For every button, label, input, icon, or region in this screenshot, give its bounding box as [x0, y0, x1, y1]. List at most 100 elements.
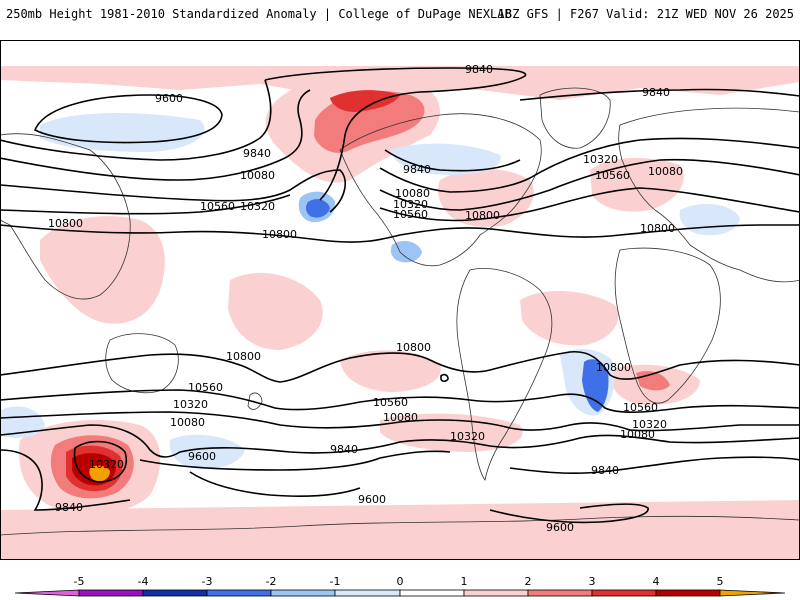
colorbar-tick-label: -3 [202, 575, 213, 588]
colorbar-tick-label: 0 [397, 575, 404, 588]
contour-label: 10080 [395, 187, 430, 200]
contour-label: 10080 [620, 428, 655, 441]
contour-label: 10320 [240, 200, 275, 213]
model-run-info: 18Z GFS | F267 Valid: 21Z WED NOV 26 202… [497, 7, 794, 21]
contour-label: 10560 [623, 401, 658, 414]
anomaly-neg-2-satl [582, 359, 609, 412]
contour-s-10560 [0, 389, 800, 413]
colorbar-tick-label: -2 [266, 575, 277, 588]
contour-label: 9840 [55, 501, 83, 514]
colorbar-swatch [78, 589, 144, 597]
contour-s-10080 [0, 424, 800, 458]
contour-label: 9840 [403, 163, 431, 176]
contour-s-10320 [0, 411, 800, 432]
colorbar-tick-label: 2 [525, 575, 532, 588]
anomaly-neg-nw [40, 113, 205, 152]
contour-n-10560-trough [379, 187, 800, 222]
anomaly-neg-spac [169, 434, 245, 470]
outline-new-zealand [247, 392, 263, 410]
colorbar-swatch [527, 589, 593, 597]
colorbar-swatch [463, 589, 529, 597]
contour-s-9840-mid [139, 450, 451, 471]
contour-label: 10080 [648, 165, 683, 178]
colorbar-tick-label: 4 [653, 575, 660, 588]
contour-label: 10800 [640, 222, 675, 235]
colorbar-tick-labels: -5 -4 -3 -2 -1 0 1 2 3 4 5 [74, 575, 724, 588]
contour-label: 10080 [240, 169, 275, 182]
contour-label: 10320 [632, 418, 667, 431]
contour-label: 10800 [48, 217, 83, 230]
colorbar-tick-label: 5 [717, 575, 724, 588]
outline-eurasia [618, 107, 800, 283]
contour-n-10320 [0, 169, 346, 213]
contour-label: 9840 [243, 147, 271, 160]
contour-s-9840-east [509, 456, 800, 475]
colorbar-swatch [14, 589, 80, 597]
anomaly-neg-namerica [390, 143, 501, 175]
contour-label: 9840 [465, 63, 493, 76]
chart-title: 250mb Height 1981-2010 Standardized Anom… [6, 7, 512, 21]
contour-n-10080 [0, 89, 311, 181]
contour-label: 10320 [450, 430, 485, 443]
colorbar: -5 -4 -3 -2 -1 0 1 2 3 4 5 [0, 560, 800, 600]
contour-label: 9840 [642, 86, 670, 99]
outline-greenland [539, 87, 611, 149]
colorbar-tick-label: 1 [461, 575, 468, 588]
contour-label: 10560 [200, 200, 235, 213]
chart-header: 250mb Height 1981-2010 Standardized Anom… [0, 0, 800, 40]
contour-label: 10800 [596, 361, 631, 374]
contour-label: 10560 [595, 169, 630, 182]
contour-s-10800 [0, 350, 800, 383]
contour-label: 10320 [393, 198, 428, 211]
anomaly-pos-southpole [0, 500, 800, 560]
anomaly-neg-npac-low-2 [305, 199, 330, 218]
contour-n-9840-east [519, 88, 800, 101]
outline-north-america [339, 113, 542, 267]
contour-n-9840-pole [264, 67, 527, 201]
contour-n-9840-trough [384, 149, 521, 172]
contour-label: 10560 [373, 396, 408, 409]
contour-label: 9600 [155, 92, 183, 105]
contour-s-low-small [440, 373, 449, 383]
contour-label: 9600 [188, 450, 216, 463]
contour-label: 9840 [330, 443, 358, 456]
contour-n-9840-west [0, 79, 272, 161]
anomaly-pos-3-npac [330, 90, 400, 112]
anomaly-pos-5-sindian [89, 465, 110, 482]
outline-africa [614, 247, 721, 404]
contour-s-10320-closed [73, 440, 127, 483]
contour-label: 10320 [173, 398, 208, 411]
contour-label: 10320 [89, 458, 124, 471]
colorbar-swatch [270, 589, 336, 597]
contour-label: 10800 [465, 209, 500, 222]
outline-antarctica [0, 515, 800, 536]
contour-s-9840-west [0, 449, 131, 511]
contour-label: 9600 [546, 521, 574, 534]
contour-label: 10080 [170, 416, 205, 429]
contour-label: 10560 [188, 381, 223, 394]
height-contours [0, 67, 800, 524]
outline-asia-west [0, 133, 131, 300]
contour-label: 10800 [262, 228, 297, 241]
contour-n-10800 [0, 224, 800, 243]
continent-outlines [0, 87, 800, 536]
contour-s-9600-east [489, 503, 649, 524]
contour-n-9600 [33, 94, 223, 144]
colorbar-tick-label: -5 [74, 575, 85, 588]
colorbar-swatch [206, 589, 272, 597]
contour-label: 10320 [583, 153, 618, 166]
colorbar-tick-label: 3 [589, 575, 596, 588]
contour-n-10560 [0, 194, 291, 215]
colorbar-tick-label: -1 [330, 575, 341, 588]
anomaly-map: 9840 9600 9840 9840 10080 10560 10320 10… [0, 40, 800, 560]
contour-label: 10800 [396, 341, 431, 354]
outline-south-america [456, 268, 553, 481]
contour-label: 10560 [393, 208, 428, 221]
contour-n-10080-trough [379, 137, 800, 193]
contour-s-9600-mid [189, 471, 361, 497]
contour-label: 10800 [226, 350, 261, 363]
anomaly-pos-atl [590, 158, 684, 212]
colorbar-swatch [591, 589, 657, 597]
colorbar-swatch [719, 589, 786, 597]
colorbar-tick-label: -4 [138, 575, 149, 588]
